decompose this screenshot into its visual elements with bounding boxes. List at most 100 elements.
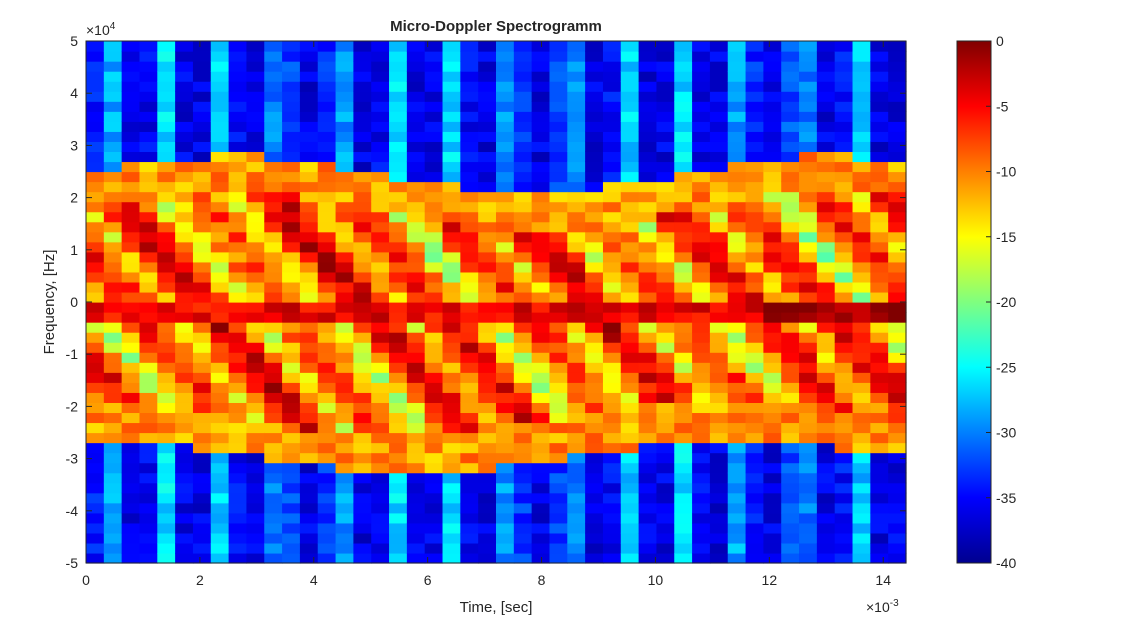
heatmap-cell: [745, 81, 764, 92]
heatmap-cell: [460, 362, 479, 373]
heatmap-cell: [228, 532, 248, 544]
heatmap-cell: [852, 281, 871, 293]
heatmap-cell: [157, 362, 176, 373]
heatmap-cell: [246, 211, 265, 223]
heatmap-cell: [692, 492, 711, 504]
heatmap-cell: [727, 502, 747, 514]
heatmap-cell: [692, 201, 711, 213]
heatmap-cell: [424, 41, 444, 52]
heatmap-cell: [442, 81, 461, 92]
heatmap-cell: [602, 372, 622, 383]
heatmap-cell: [424, 322, 444, 333]
heatmap-cell: [86, 462, 105, 474]
heatmap-cell: [870, 512, 889, 524]
heatmap-cell: [478, 502, 497, 514]
heatmap-cell: [496, 382, 515, 393]
heatmap-cell: [549, 191, 568, 203]
heatmap-cell: [406, 412, 426, 424]
heatmap-cell: [888, 41, 907, 52]
heatmap-cell: [727, 81, 747, 92]
heatmap-cell: [799, 131, 818, 142]
heatmap-cell: [353, 302, 372, 313]
heatmap-cell: [496, 302, 515, 313]
heatmap-cell: [157, 191, 176, 203]
heatmap-cell: [192, 302, 212, 313]
heatmap-cell: [674, 81, 693, 92]
heatmap-cell: [549, 181, 568, 193]
heatmap-cell: [478, 542, 497, 554]
heatmap-cell: [834, 542, 854, 554]
heatmap-cell: [567, 352, 586, 363]
heatmap-cell: [727, 281, 747, 293]
heatmap-cell: [727, 312, 747, 323]
heatmap-cell: [870, 432, 889, 444]
heatmap-cell: [86, 442, 105, 454]
heatmap-cell: [585, 342, 604, 353]
heatmap-cell: [264, 332, 283, 343]
heatmap-cell: [834, 271, 854, 283]
heatmap-cell: [460, 271, 479, 283]
heatmap-cell: [389, 41, 408, 52]
heatmap-cell: [371, 312, 390, 323]
heatmap-cell: [745, 171, 764, 183]
heatmap-cell: [353, 141, 372, 153]
heatmap-cell: [727, 71, 747, 82]
heatmap-cell: [745, 452, 764, 464]
heatmap-cell: [674, 552, 693, 564]
heatmap-cell: [371, 181, 390, 193]
heatmap-cell: [460, 312, 479, 323]
heatmap-cell: [745, 522, 764, 534]
heatmap-cell: [317, 552, 337, 564]
heatmap-cell: [816, 302, 836, 313]
heatmap-cell: [496, 131, 515, 142]
heatmap-cell: [585, 452, 604, 464]
heatmap-cell: [246, 151, 265, 163]
heatmap-cell: [674, 542, 693, 554]
heatmap-cell: [157, 372, 176, 383]
heatmap-cell: [442, 261, 461, 273]
heatmap-cell: [175, 302, 194, 313]
heatmap-cell: [763, 552, 782, 564]
heatmap-cell: [192, 472, 212, 484]
heatmap-cell: [709, 291, 729, 303]
heatmap-cell: [424, 191, 444, 203]
heatmap-cell: [246, 472, 265, 484]
heatmap-cell: [442, 271, 461, 283]
heatmap-cell: [620, 492, 640, 504]
heatmap-cell: [549, 512, 568, 524]
heatmap-cell: [834, 372, 854, 383]
heatmap-cell: [406, 532, 426, 544]
chart-title: Micro-Doppler Spectrogramm: [390, 18, 602, 35]
heatmap-cell: [299, 382, 319, 393]
heatmap-cell: [781, 472, 800, 484]
colorbar-tick-label: -40: [996, 555, 1016, 571]
heatmap-cell: [834, 422, 854, 434]
heatmap-cell: [210, 221, 230, 233]
heatmap-cell: [86, 452, 105, 464]
heatmap-cell: [460, 251, 479, 263]
heatmap-cell: [264, 532, 283, 544]
heatmap-cell: [442, 302, 461, 313]
heatmap-cell: [157, 432, 176, 444]
heatmap-cell: [834, 51, 854, 62]
heatmap-cell: [602, 231, 622, 243]
heatmap-cell: [888, 432, 907, 444]
heatmap-cell: [531, 151, 551, 163]
heatmap-cell: [103, 522, 123, 534]
heatmap-cell: [496, 261, 515, 273]
heatmap-cell: [656, 131, 675, 142]
heatmap-cell: [175, 251, 194, 263]
heatmap-cell: [175, 422, 194, 434]
heatmap-cell: [406, 332, 426, 343]
heatmap-cell: [317, 422, 337, 434]
heatmap-cell: [246, 342, 265, 353]
heatmap-cell: [816, 432, 836, 444]
heatmap-cell: [727, 462, 747, 474]
heatmap-cell: [496, 231, 515, 243]
heatmap-cell: [888, 422, 907, 434]
heatmap-cell: [674, 502, 693, 514]
heatmap-cell: [816, 231, 836, 243]
heatmap-cell: [674, 211, 693, 223]
heatmap-cell: [103, 412, 123, 424]
heatmap-cell: [709, 362, 729, 373]
